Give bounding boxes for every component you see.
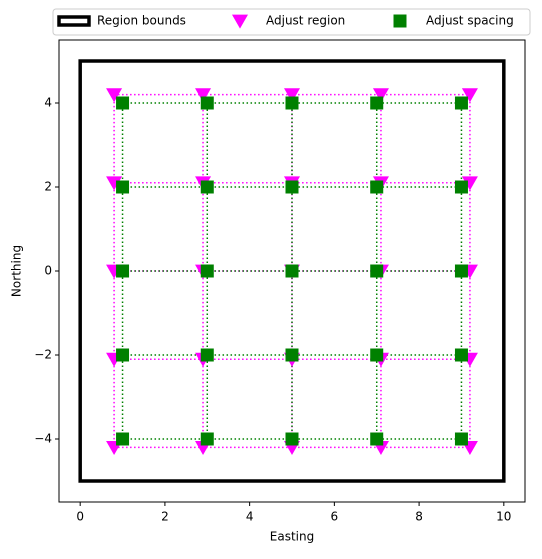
point [116,264,130,278]
region-bounds [78,59,506,483]
point [116,432,130,446]
y-tick-label: 2 [44,180,52,194]
point [200,264,214,278]
point [116,180,130,194]
y-tick-label: 0 [44,264,52,278]
y-tick-label: 4 [44,96,52,110]
point [106,176,123,191]
x-axis-label: Easting [270,530,314,544]
point [285,348,299,362]
legend-label: Region bounds [97,14,186,28]
legend-marker [393,14,407,28]
point [454,264,468,278]
point [200,348,214,362]
point [195,88,212,103]
point [370,264,384,278]
x-tick-label: 10 [496,510,511,524]
point [285,180,299,194]
point [461,88,478,103]
point [370,432,384,446]
point [285,96,299,110]
x-tick-label: 2 [161,510,169,524]
y-tick-label: −2 [34,348,52,362]
legend [52,8,531,36]
point [372,88,389,103]
point [116,96,130,110]
y-tick-label: −4 [34,432,52,446]
point [106,88,123,103]
y-axis-label: Northing [10,245,24,297]
x-tick-label: 4 [246,510,254,524]
legend-marker [232,14,248,29]
point [285,432,299,446]
point [370,96,384,110]
point [284,88,300,103]
point [454,348,468,362]
point [200,96,214,110]
legend-label: Adjust region [266,14,345,28]
point [200,432,214,446]
x-tick-label: 8 [415,510,423,524]
x-tick-label: 0 [76,510,84,524]
point [116,348,130,362]
point [370,348,384,362]
x-tick-label: 6 [331,510,339,524]
legend-label: Adjust spacing [426,14,514,28]
point [370,180,384,194]
point [285,264,299,278]
legend-swatch [57,15,91,27]
point [200,180,214,194]
point [454,96,468,110]
point [461,176,478,191]
point [454,432,468,446]
point [454,180,468,194]
